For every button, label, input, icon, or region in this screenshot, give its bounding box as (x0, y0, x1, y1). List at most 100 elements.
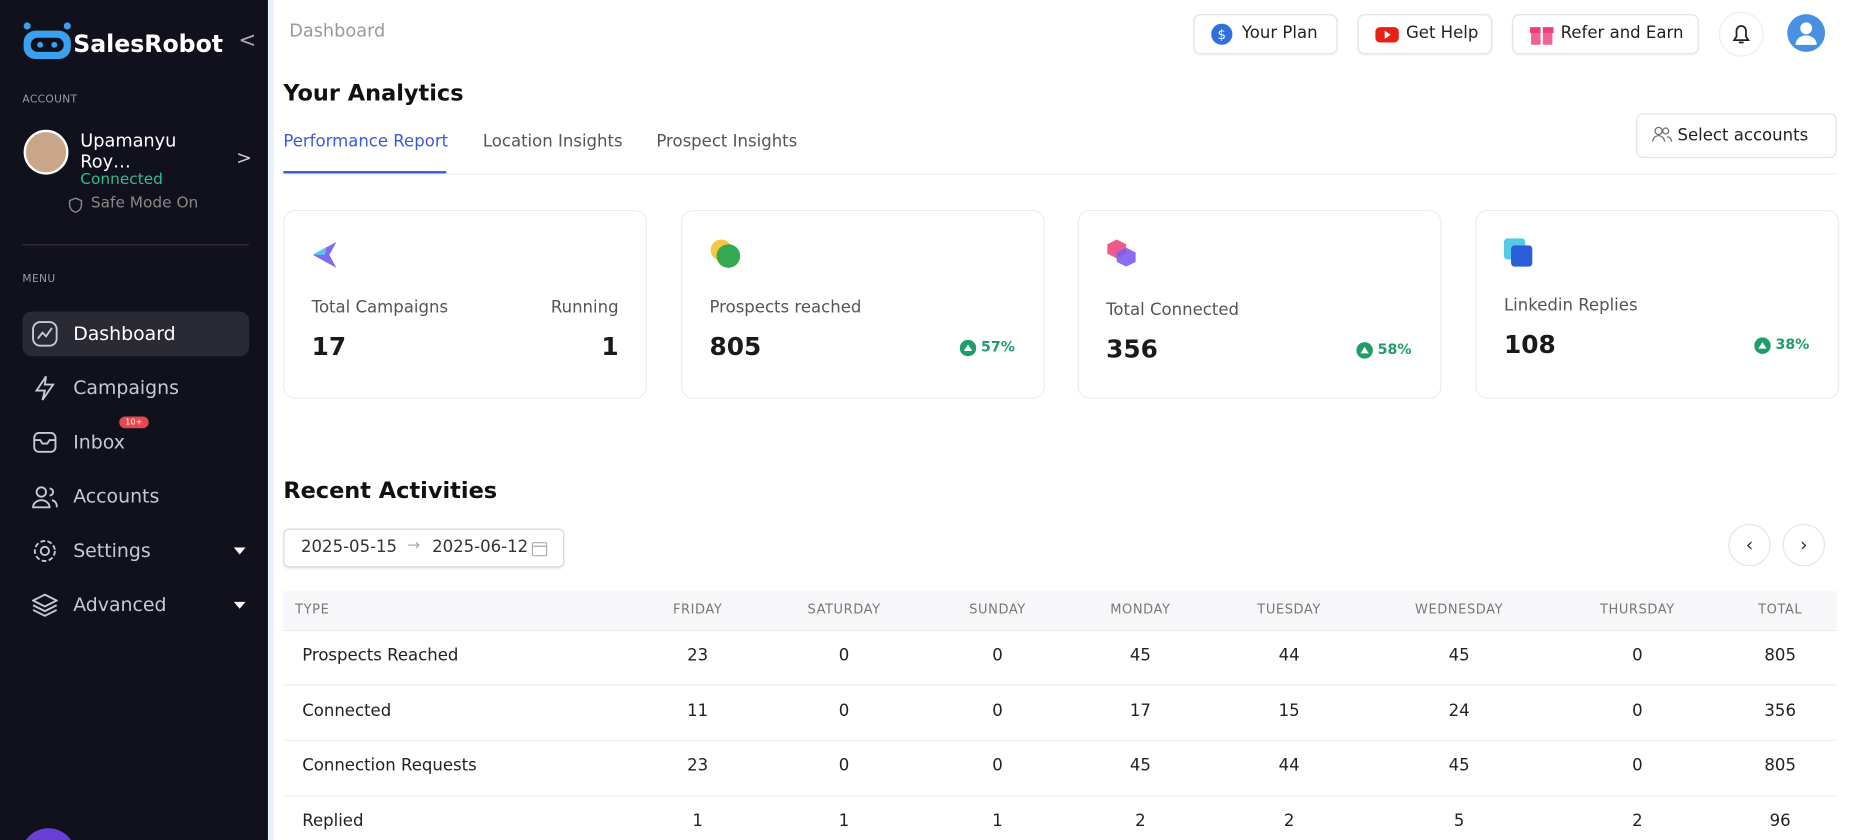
menu-label: Settings (73, 539, 151, 562)
profile-avatar[interactable] (1787, 14, 1826, 52)
cell: 17 (1129, 701, 1151, 721)
stat-label: Total Campaigns (311, 298, 449, 318)
cell: 15 (1278, 701, 1300, 721)
section-label: MENU (22, 273, 56, 286)
stat-label: Total Connected (1106, 300, 1239, 320)
stat-value: 108 (1503, 330, 1556, 359)
stat-value: 356 (1106, 335, 1158, 364)
cell: 0 (1632, 646, 1643, 666)
menu-item[interactable]: Inbox 10+ (22, 416, 249, 465)
user-avatar (23, 129, 69, 175)
stat-card: Linkedin Replies 108 38% (1475, 210, 1840, 399)
icon (1529, 27, 1554, 45)
icon (1754, 337, 1771, 354)
prev-button[interactable]: ‹ (1728, 523, 1771, 567)
column-header: TUESDAY (1257, 601, 1321, 618)
cell: 45 (1129, 756, 1151, 776)
stat-label: Linkedin Replies (1503, 296, 1638, 316)
icon (312, 241, 337, 268)
cell: 0 (838, 756, 850, 776)
cell: 45 (1448, 646, 1470, 666)
cell: 45 (1448, 756, 1470, 776)
menu-label: Inbox (73, 430, 125, 454)
cell: 2 (1283, 811, 1295, 831)
bell-icon (1732, 25, 1750, 44)
stat-change: 58% (1377, 340, 1412, 358)
tab[interactable]: Performance Report (283, 132, 449, 152)
date-to: 2025-06-12 (432, 537, 529, 557)
date-from: 2025-05-15 (301, 537, 398, 557)
user-name: Upamanyu Roy… (80, 129, 177, 173)
collapse-button[interactable]: < (238, 28, 257, 54)
icon (1375, 27, 1399, 43)
chat-launcher[interactable] (21, 828, 76, 840)
column-header: SATURDAY (807, 601, 881, 618)
sidebar: SalesRobot < ACCOUNT Upamanyu Roy… Conne… (0, 0, 268, 840)
cell: 2 (1135, 811, 1146, 831)
account-arrow[interactable]: > (236, 146, 252, 169)
menu-item[interactable]: Dashboard (22, 311, 250, 357)
plan-button[interactable]: $ Your Plan (1193, 14, 1338, 55)
stat-label: Prospects reached (709, 298, 862, 318)
row-divider (283, 739, 1837, 741)
next-button[interactable]: › (1782, 523, 1826, 567)
arrow: → (407, 536, 421, 555)
sidebar-edge (267, 0, 274, 840)
date-range-picker[interactable]: 2025-05-15 → 2025-06-12 (283, 528, 565, 568)
cell: 23 (687, 756, 709, 776)
column-header: MONDAY (1110, 601, 1171, 618)
cell: 23 (687, 646, 709, 666)
notifications[interactable] (1718, 11, 1764, 57)
menu-item[interactable]: Campaigns (22, 366, 249, 411)
row-divider (283, 684, 1837, 686)
cell: 805 (1764, 646, 1796, 666)
stat-card: Total Connected 356 58% (1077, 210, 1442, 399)
column-header: TYPE (295, 601, 330, 618)
cell: 45 (1129, 646, 1151, 666)
icon (1503, 238, 1533, 267)
button-label: Your Plan (1241, 23, 1318, 43)
cell: 0 (992, 756, 1003, 776)
menu-item[interactable]: Advanced (22, 583, 249, 628)
icon (1356, 342, 1373, 359)
select-accounts[interactable]: Select accounts (1636, 113, 1837, 159)
svg-text:$: $ (1218, 28, 1226, 43)
cell: 5 (1453, 811, 1465, 831)
icon (233, 601, 246, 609)
cell: 96 (1769, 811, 1791, 831)
tab[interactable]: Prospect Insights (656, 132, 798, 152)
help-button[interactable]: Get Help (1357, 14, 1493, 55)
refer-button[interactable]: Refer and Earn (1512, 14, 1699, 55)
stat-card: Total Campaigns 17 Running 1 (283, 210, 647, 399)
cell: 44 (1278, 646, 1300, 666)
button-label: Refer and Earn (1560, 23, 1684, 43)
cell: 1 (992, 811, 1003, 831)
icon (233, 547, 246, 555)
user-status: Connected (80, 171, 163, 189)
icon (33, 432, 57, 453)
menu-label: Dashboard (73, 322, 176, 345)
shield-icon (68, 197, 83, 214)
menu-item[interactable]: Accounts (22, 474, 249, 519)
cell: 0 (1632, 701, 1643, 721)
column-header: THURSDAY (1599, 601, 1675, 618)
icon (34, 375, 55, 401)
tab-border (283, 173, 1837, 175)
button-label: Select accounts (1677, 126, 1809, 146)
cell: 0 (992, 701, 1003, 721)
menu-item[interactable]: Settings (22, 529, 249, 574)
icon (32, 321, 58, 347)
brand-name: SalesRobot (73, 29, 224, 58)
menu-label: Advanced (73, 593, 167, 616)
stat-secondary-value: 1 (601, 332, 619, 362)
cell: 805 (1764, 756, 1796, 776)
active-tab-indicator (283, 171, 447, 174)
icon (959, 339, 977, 357)
row-type: Prospects Reached (302, 646, 459, 666)
stat-value: 17 (311, 332, 347, 362)
cell: 2 (1632, 811, 1643, 831)
tab[interactable]: Location Insights (482, 132, 623, 152)
table-header (283, 591, 1837, 631)
